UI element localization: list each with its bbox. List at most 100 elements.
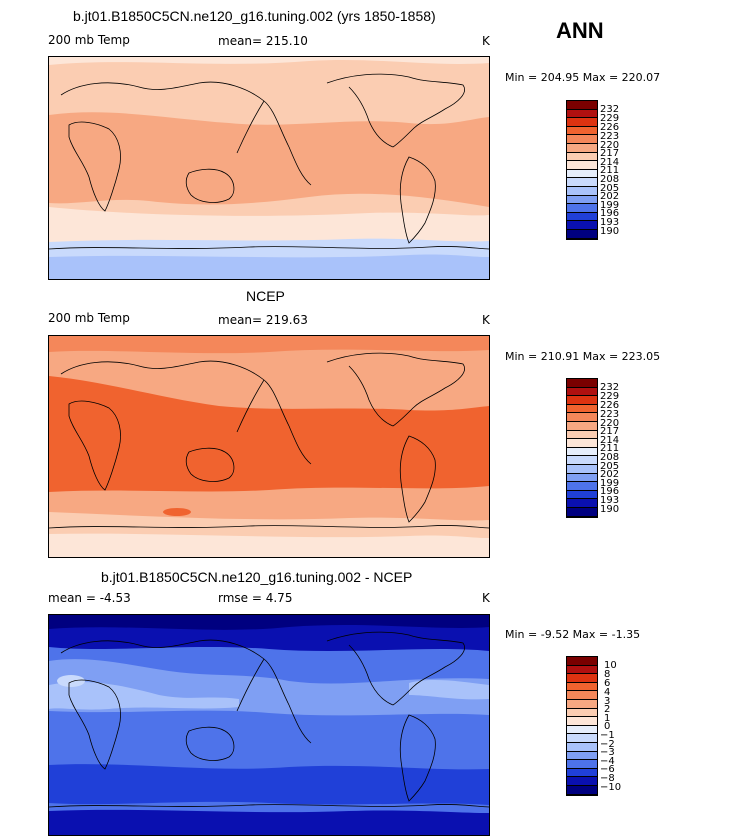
colorbar-label: 223 bbox=[600, 409, 620, 420]
colorbar-swatch bbox=[567, 135, 597, 144]
colorbar-label: 196 bbox=[600, 486, 620, 497]
panel3-minmax: Min = -9.52 Max = -1.35 bbox=[505, 628, 641, 641]
colorbar-label: 202 bbox=[600, 191, 620, 202]
colorbar-label: 208 bbox=[600, 452, 620, 463]
colorbar-label: −6 bbox=[600, 764, 615, 775]
colorbar-swatch bbox=[567, 665, 597, 675]
panel2-variable-label: 200 mb Temp bbox=[48, 311, 130, 325]
colorbar-swatch bbox=[567, 204, 597, 213]
colorbar-label: 0 bbox=[604, 721, 611, 732]
colorbar-swatch bbox=[567, 109, 597, 119]
colorbar-swatch bbox=[567, 691, 597, 700]
colorbar-label: 217 bbox=[600, 148, 620, 159]
colorbar-label: 211 bbox=[600, 165, 620, 176]
colorbar-label: 199 bbox=[600, 200, 620, 211]
panel1-mean-label: mean= 215.10 bbox=[218, 34, 308, 48]
colorbar-label: 193 bbox=[600, 217, 620, 228]
colorbar-swatch bbox=[567, 499, 597, 508]
colorbar-swatch bbox=[567, 178, 597, 187]
colorbar-swatch bbox=[567, 682, 597, 692]
colorbar-swatch bbox=[567, 379, 597, 388]
panel3-map bbox=[48, 614, 490, 836]
colorbar-label: 226 bbox=[600, 400, 620, 411]
panel1-minmax: Min = 204.95 Max = 220.07 bbox=[505, 71, 661, 84]
colorbar-swatch bbox=[567, 699, 597, 709]
panel2-colorbar bbox=[566, 378, 598, 518]
colorbar-swatch bbox=[567, 221, 597, 230]
colorbar-label: −8 bbox=[600, 773, 615, 784]
colorbar-label: 220 bbox=[600, 140, 620, 151]
panel1-map bbox=[48, 56, 490, 280]
panel3-title: b.jt01.B1850C5CN.ne120_g16.tuning.002 - … bbox=[101, 569, 413, 585]
colorbar-label: 10 bbox=[604, 660, 617, 671]
colorbar-swatch bbox=[567, 439, 597, 448]
season-label: ANN bbox=[556, 18, 604, 43]
colorbar-label: 220 bbox=[600, 418, 620, 429]
colorbar-label: −2 bbox=[600, 739, 615, 750]
colorbar-swatch bbox=[567, 777, 597, 786]
colorbar-label: 6 bbox=[604, 678, 611, 689]
panel2-mean-label: mean= 219.63 bbox=[218, 313, 308, 327]
colorbar-swatch bbox=[567, 785, 597, 795]
colorbar-label: 205 bbox=[600, 461, 620, 472]
colorbar-swatch bbox=[567, 195, 597, 205]
colorbar-label: 190 bbox=[600, 226, 620, 237]
panel3-mean-label: mean = -4.53 bbox=[48, 591, 131, 605]
colorbar-swatch bbox=[567, 760, 597, 769]
colorbar-swatch bbox=[567, 674, 597, 683]
colorbar-swatch bbox=[567, 143, 597, 153]
colorbar-label: 232 bbox=[600, 382, 620, 393]
panel2-map bbox=[48, 335, 490, 558]
colorbar-label: 202 bbox=[600, 469, 620, 480]
colorbar-swatch bbox=[567, 490, 597, 500]
colorbar-label: 229 bbox=[600, 113, 620, 124]
colorbar-swatch bbox=[567, 447, 597, 457]
panel2-units-label: K bbox=[482, 313, 490, 327]
colorbar-swatch bbox=[567, 101, 597, 110]
colorbar-swatch bbox=[567, 734, 597, 743]
colorbar-swatch bbox=[567, 229, 597, 239]
colorbar-swatch bbox=[567, 421, 597, 431]
colorbar-swatch bbox=[567, 657, 597, 666]
colorbar-label: 196 bbox=[600, 208, 620, 219]
colorbar-swatch bbox=[567, 473, 597, 483]
colorbar-swatch bbox=[567, 742, 597, 752]
panel1-units-label: K bbox=[482, 34, 490, 48]
colorbar-label: 8 bbox=[604, 669, 611, 680]
colorbar-swatch bbox=[567, 118, 597, 127]
colorbar-swatch bbox=[567, 751, 597, 761]
colorbar-label: 190 bbox=[600, 504, 620, 515]
colorbar-label: 223 bbox=[600, 131, 620, 142]
panel1-colorbar bbox=[566, 100, 598, 240]
colorbar-swatch bbox=[567, 456, 597, 465]
colorbar-label: −4 bbox=[600, 756, 615, 767]
colorbar-label: 205 bbox=[600, 183, 620, 194]
colorbar-label: 211 bbox=[600, 443, 620, 454]
colorbar-label: 232 bbox=[600, 104, 620, 115]
colorbar-label: 3 bbox=[604, 696, 611, 707]
panel2-title: NCEP bbox=[246, 288, 285, 304]
colorbar-swatch bbox=[567, 387, 597, 397]
colorbar-swatch bbox=[567, 717, 597, 726]
colorbar-label: 193 bbox=[600, 495, 620, 506]
colorbar-swatch bbox=[567, 169, 597, 179]
colorbar-label: 4 bbox=[604, 687, 611, 698]
colorbar-label: 214 bbox=[600, 157, 620, 168]
colorbar-label: 2 bbox=[604, 704, 611, 715]
colorbar-swatch bbox=[567, 413, 597, 422]
colorbar-swatch bbox=[567, 152, 597, 162]
colorbar-swatch bbox=[567, 725, 597, 735]
colorbar-swatch bbox=[567, 396, 597, 405]
colorbar-swatch bbox=[567, 768, 597, 778]
colorbar-label: 214 bbox=[600, 435, 620, 446]
colorbar-swatch bbox=[567, 507, 597, 517]
colorbar-label: −3 bbox=[600, 747, 615, 758]
colorbar-label: 226 bbox=[600, 122, 620, 133]
panel3-units-label: K bbox=[482, 591, 490, 605]
panel1-title: b.jt01.B1850C5CN.ne120_g16.tuning.002 (y… bbox=[73, 8, 436, 24]
colorbar-label: 208 bbox=[600, 174, 620, 185]
colorbar-swatch bbox=[567, 430, 597, 440]
colorbar-swatch bbox=[567, 161, 597, 170]
colorbar-swatch bbox=[567, 464, 597, 474]
colorbar-label: 229 bbox=[600, 391, 620, 402]
